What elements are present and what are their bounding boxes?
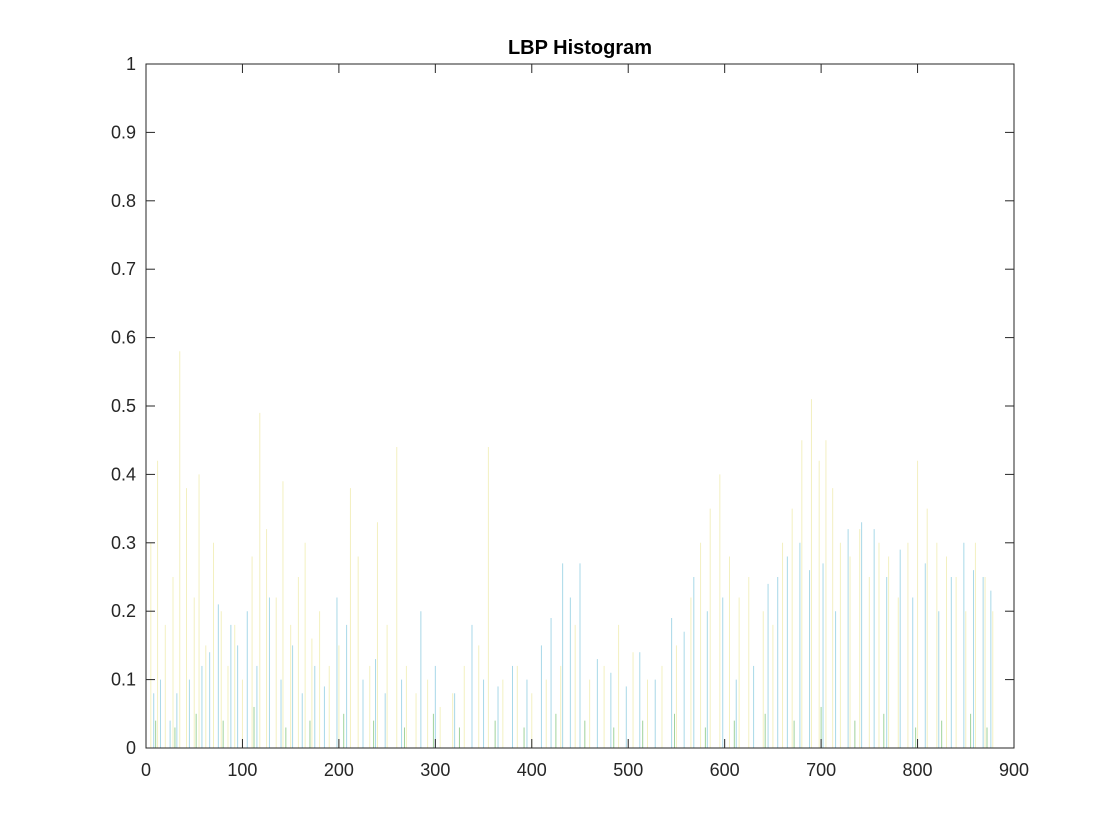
x-tick-label: 500 — [613, 760, 643, 780]
x-tick-label: 900 — [999, 760, 1029, 780]
bars-group — [150, 351, 994, 748]
x-ticks-group: 0 100 200 300 400 500 600 700 800 900 — [141, 64, 1029, 780]
y-tick-label: 0.3 — [111, 533, 136, 553]
y-tick-label: 0.7 — [111, 259, 136, 279]
x-tick-label: 200 — [324, 760, 354, 780]
x-tick-label: 100 — [227, 760, 257, 780]
y-tick-label: 0.1 — [111, 670, 136, 690]
x-tick-label: 800 — [903, 760, 933, 780]
x-tick-label: 600 — [710, 760, 740, 780]
y-tick-label: 0.9 — [111, 122, 136, 142]
y-tick-label: 1 — [126, 54, 136, 74]
y-tick-label: 0.2 — [111, 601, 136, 621]
y-tick-label: 0.6 — [111, 328, 136, 348]
x-tick-label: 700 — [806, 760, 836, 780]
y-tick-label: 0.8 — [111, 191, 136, 211]
x-tick-label: 0 — [141, 760, 151, 780]
chart-title: LBP Histogram — [508, 37, 652, 59]
y-tick-label: 0 — [126, 738, 136, 758]
y-ticks-group: 0 0.1 0.2 0.3 0.4 0.5 0.6 0.7 0.8 0.9 1 — [111, 54, 1014, 758]
y-tick-label: 0.4 — [111, 464, 136, 484]
x-tick-label: 300 — [420, 760, 450, 780]
x-tick-label: 400 — [517, 760, 547, 780]
y-tick-label: 0.5 — [111, 396, 136, 416]
